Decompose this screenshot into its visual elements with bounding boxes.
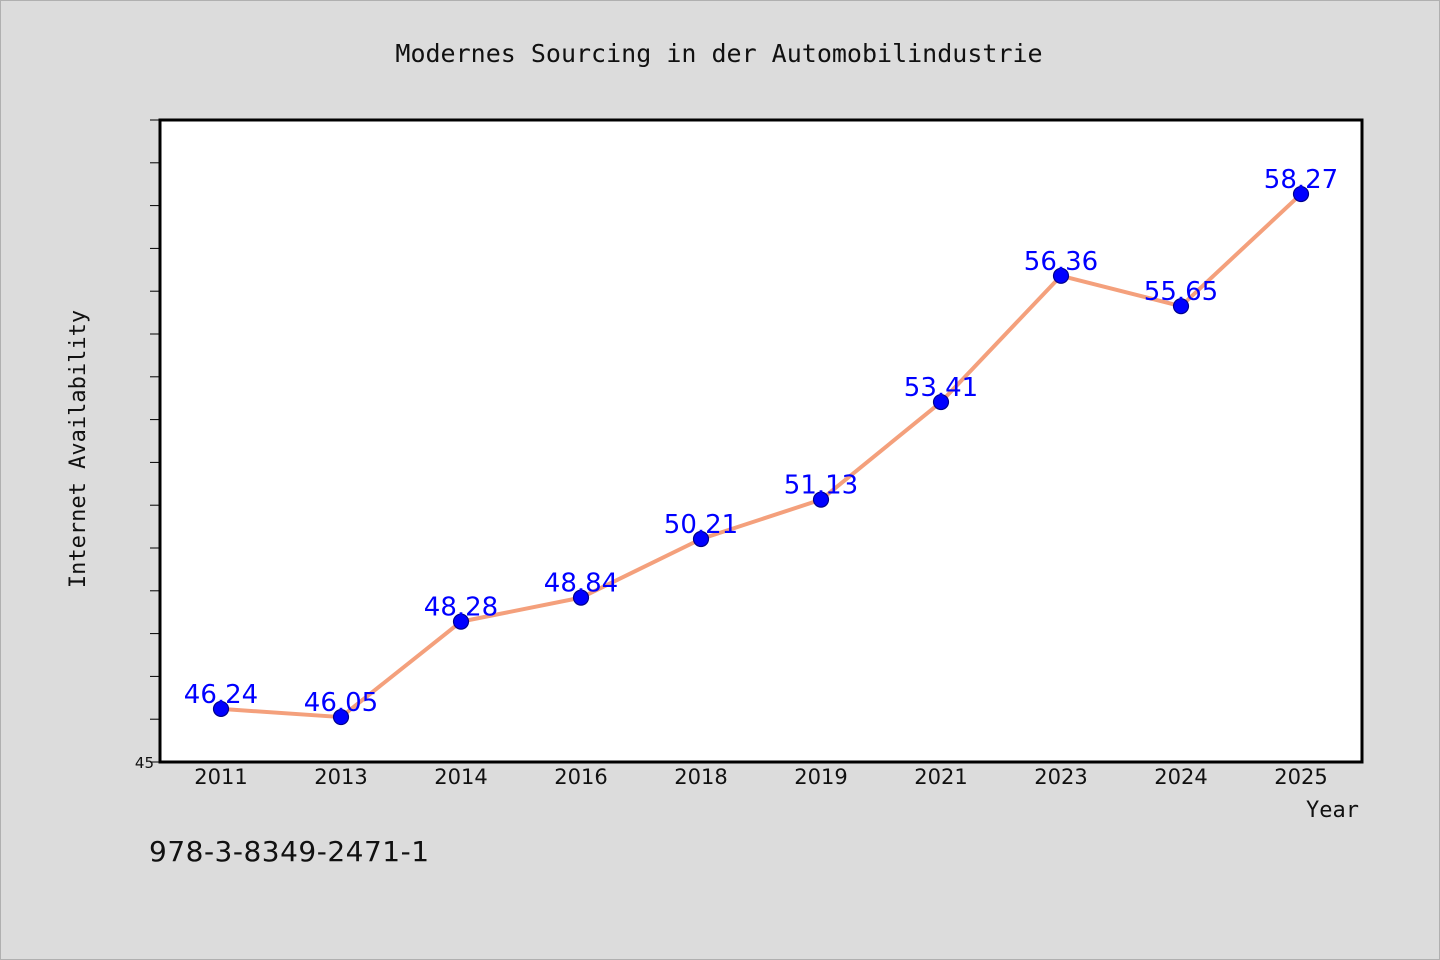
x-tick-label: 2021 [914, 765, 967, 789]
chart-title: Modernes Sourcing in der Automobilindust… [395, 39, 1042, 68]
x-tick-label: 2024 [1154, 765, 1207, 789]
data-point [1292, 185, 1310, 203]
data-label: 48.84 [544, 569, 618, 599]
x-tick-label: 2014 [434, 765, 487, 789]
x-tick-label: 2011 [194, 765, 247, 789]
x-tick-label: 2016 [554, 765, 607, 789]
series-line [220, 192, 1303, 720]
y-axis-label: Internet Availability [66, 310, 91, 588]
plot-area [158, 118, 1364, 764]
data-label: 53.41 [904, 373, 978, 403]
data-point [932, 393, 950, 411]
x-tick-label: 2023 [1034, 765, 1087, 789]
data-label: 50.21 [664, 510, 738, 540]
data-label: 48.28 [424, 593, 498, 623]
data-label: 51.13 [784, 471, 858, 501]
data-point [212, 700, 230, 718]
x-tick-label: 2018 [674, 765, 727, 789]
data-point [1172, 298, 1190, 315]
isbn-text: 978-3-8349-2471-1 [149, 835, 430, 868]
data-point [692, 530, 710, 548]
data-point [332, 708, 350, 726]
series-layer [212, 185, 1310, 726]
data-label: 56.36 [1024, 247, 1098, 277]
data-point [1052, 267, 1070, 284]
data-label: 55.65 [1144, 277, 1218, 307]
data-point [452, 613, 470, 630]
x-axis-ticks: 2011 2013 2014 2016 2018 2019 2021 2023 2024 2025 [194, 765, 1327, 789]
data-label: 46.24 [184, 680, 258, 710]
x-tick-label: 2019 [794, 765, 847, 789]
y-axis-ticks [150, 119, 160, 763]
x-axis-label: Year [1306, 798, 1359, 823]
x-tick-label: 2013 [314, 765, 367, 789]
x-tick-label: 2025 [1274, 765, 1327, 789]
data-label-layer: 46.24 46.05 48.28 48.84 50.21 51.13 53.41 56.36… [184, 165, 1338, 718]
y-tick-label: 45 [135, 754, 154, 772]
data-point [812, 491, 830, 508]
data-label: 46.05 [304, 688, 378, 718]
data-point [572, 589, 590, 606]
data-label: 58.27 [1264, 165, 1338, 195]
